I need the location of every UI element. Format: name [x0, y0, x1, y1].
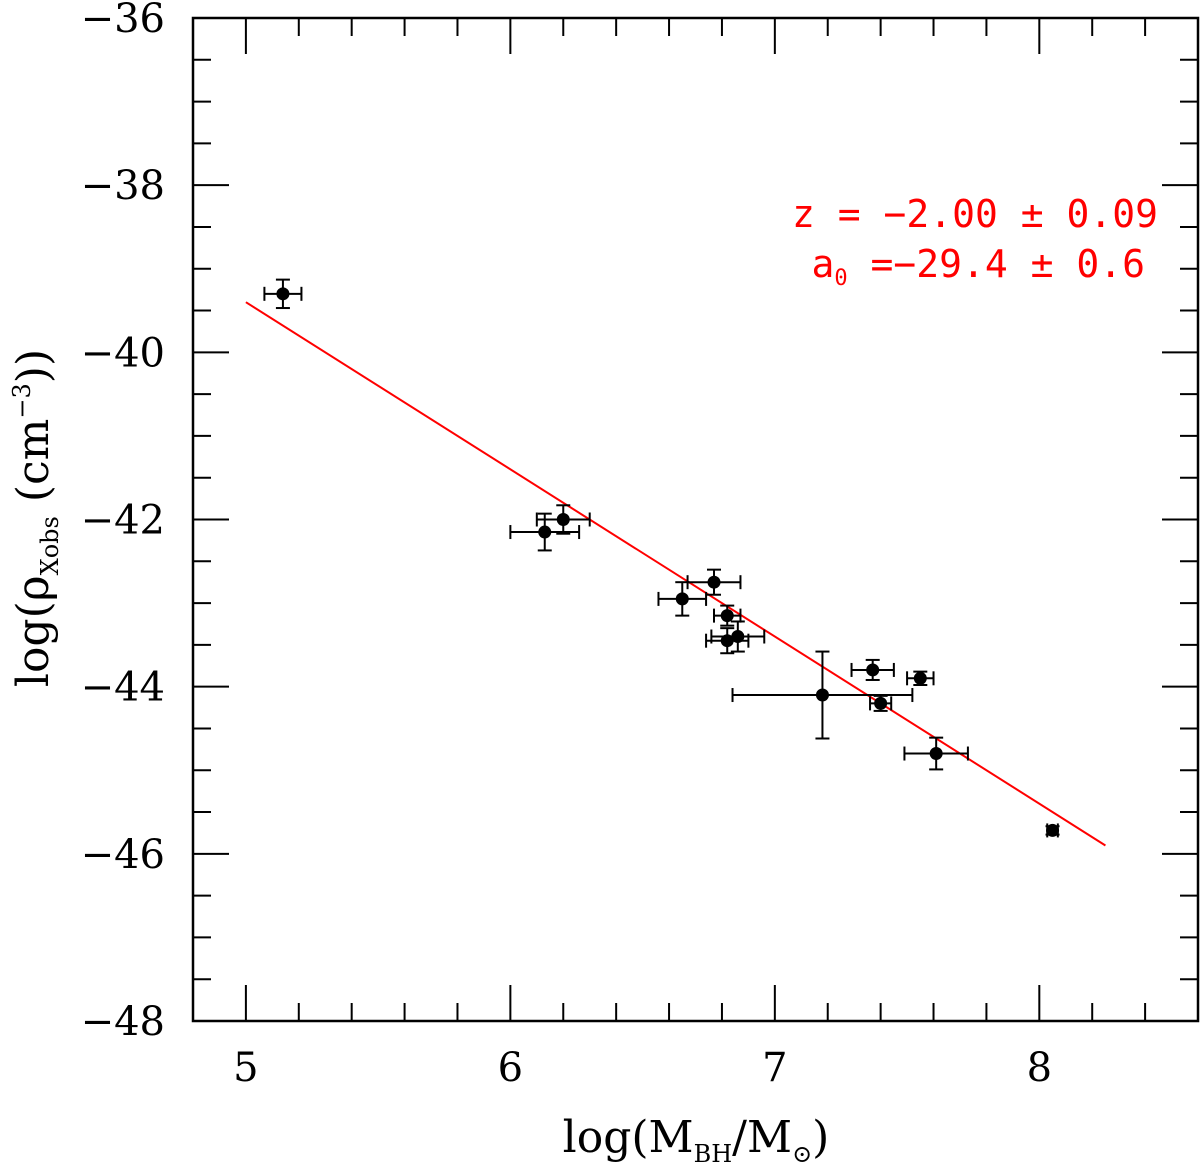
data-point	[538, 525, 552, 539]
data-point-group	[731, 650, 914, 740]
data-point	[276, 287, 290, 301]
data-point	[913, 671, 927, 685]
annotation-slope-value: = −2.00 ± 0.09	[815, 192, 1158, 236]
data-point-group	[263, 278, 303, 310]
data-point-group	[509, 512, 581, 552]
x-label-sub: BH	[694, 1140, 733, 1168]
axis-ticks	[192, 17, 1199, 1022]
y-tick-label: −36	[81, 0, 165, 42]
y-tick-label: −40	[81, 330, 165, 376]
x-tick-label: 7	[762, 1045, 787, 1091]
x-label-suffix: )	[812, 1112, 829, 1163]
plot-frame	[191, 16, 1200, 1023]
data-point-group	[686, 568, 742, 596]
x-label-mid: /M	[732, 1112, 792, 1163]
annotation-intercept-sub: 0	[834, 266, 847, 291]
data-point-group	[710, 620, 766, 653]
y-tick-label: −46	[81, 832, 165, 878]
data-point-group	[903, 736, 969, 771]
data-point-group	[657, 581, 708, 617]
data-point	[815, 688, 829, 702]
y-axis-label: log(ρXobs (cm−3))	[8, 349, 64, 687]
x-axis-label: log(MBH/M⊙)	[563, 1112, 830, 1168]
x-tick-label: 8	[1027, 1045, 1052, 1091]
data-point	[929, 747, 943, 761]
y-label-prefix: log(ρ	[8, 575, 59, 687]
data-point	[731, 630, 745, 644]
data-point	[1046, 823, 1060, 837]
y-tick-label: −48	[81, 999, 165, 1045]
annotation-slope: z = −2.00 ± 0.09	[792, 192, 1158, 236]
annotation-slope-label: z	[792, 192, 815, 236]
y-tick-labels: −48 −46 −44 −42 −40 −38 −36	[81, 0, 165, 1045]
data-point	[874, 696, 888, 710]
data-point-group	[906, 670, 935, 686]
data-point	[707, 575, 721, 589]
y-tick-label: −44	[81, 665, 165, 711]
annotation-intercept-label: a	[811, 242, 834, 286]
data-point	[866, 663, 880, 677]
y-label-mid: (cm	[8, 419, 59, 517]
annotation-intercept: a0 =−29.4 ± 0.6	[811, 242, 1145, 291]
data-point	[675, 592, 689, 606]
x-label-sun-symbol: ⊙	[792, 1140, 812, 1168]
fit-line-group	[245, 301, 1106, 847]
data-point-group	[535, 504, 591, 535]
y-label-suffix: ))	[8, 349, 59, 383]
y-tick-label: −42	[81, 498, 165, 544]
data-points	[263, 278, 1060, 838]
y-label-sub: Xobs	[36, 516, 64, 575]
y-label-sup: −3	[8, 383, 36, 418]
data-point	[556, 513, 570, 526]
x-tick-label: 6	[498, 1045, 523, 1091]
x-tick-labels: 5 6 7 8	[233, 1045, 1052, 1091]
y-tick-label: −38	[81, 163, 165, 209]
data-point-group	[869, 694, 893, 712]
x-tick-label: 5	[233, 1045, 258, 1091]
x-label-prefix: log(M	[563, 1112, 694, 1163]
data-point-group	[850, 658, 895, 681]
data-point	[720, 609, 734, 623]
fit-line	[245, 301, 1106, 847]
annotation-intercept-value: =−29.4 ± 0.6	[848, 242, 1145, 286]
data-point-group	[1045, 823, 1060, 838]
data-point-group	[713, 604, 742, 627]
